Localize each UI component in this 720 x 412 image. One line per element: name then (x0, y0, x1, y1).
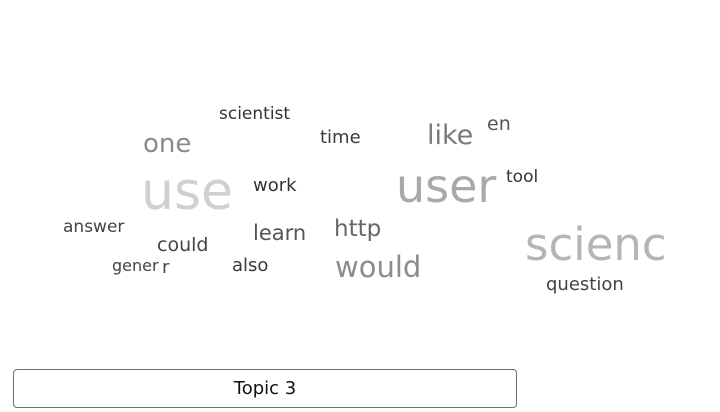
word-work: work (253, 175, 297, 196)
word-one: one (143, 129, 192, 159)
word-tool: tool (506, 167, 539, 187)
word-time: time (320, 127, 361, 148)
word-could: could (157, 234, 209, 256)
word-like: like (427, 120, 474, 151)
word-learn: learn (253, 221, 307, 245)
word-gener: gener (112, 256, 159, 275)
topic-button[interactable]: Topic 3 (13, 369, 517, 408)
word-r: r (162, 257, 170, 278)
word-answer: answer (63, 217, 125, 237)
word-scientist: scientist (219, 104, 291, 124)
word-would: would (335, 250, 422, 284)
word-also: also (232, 255, 269, 276)
word-question: question (546, 274, 624, 295)
word-user: user (396, 159, 497, 213)
topic-button-label: Topic 3 (233, 378, 297, 399)
word-use: use (141, 162, 234, 222)
word-http: http (334, 216, 382, 242)
word-scienc: scienc (525, 218, 667, 271)
word-cloud: scientist en one time like tool use work… (63, 104, 667, 295)
word-en: en (487, 113, 511, 135)
